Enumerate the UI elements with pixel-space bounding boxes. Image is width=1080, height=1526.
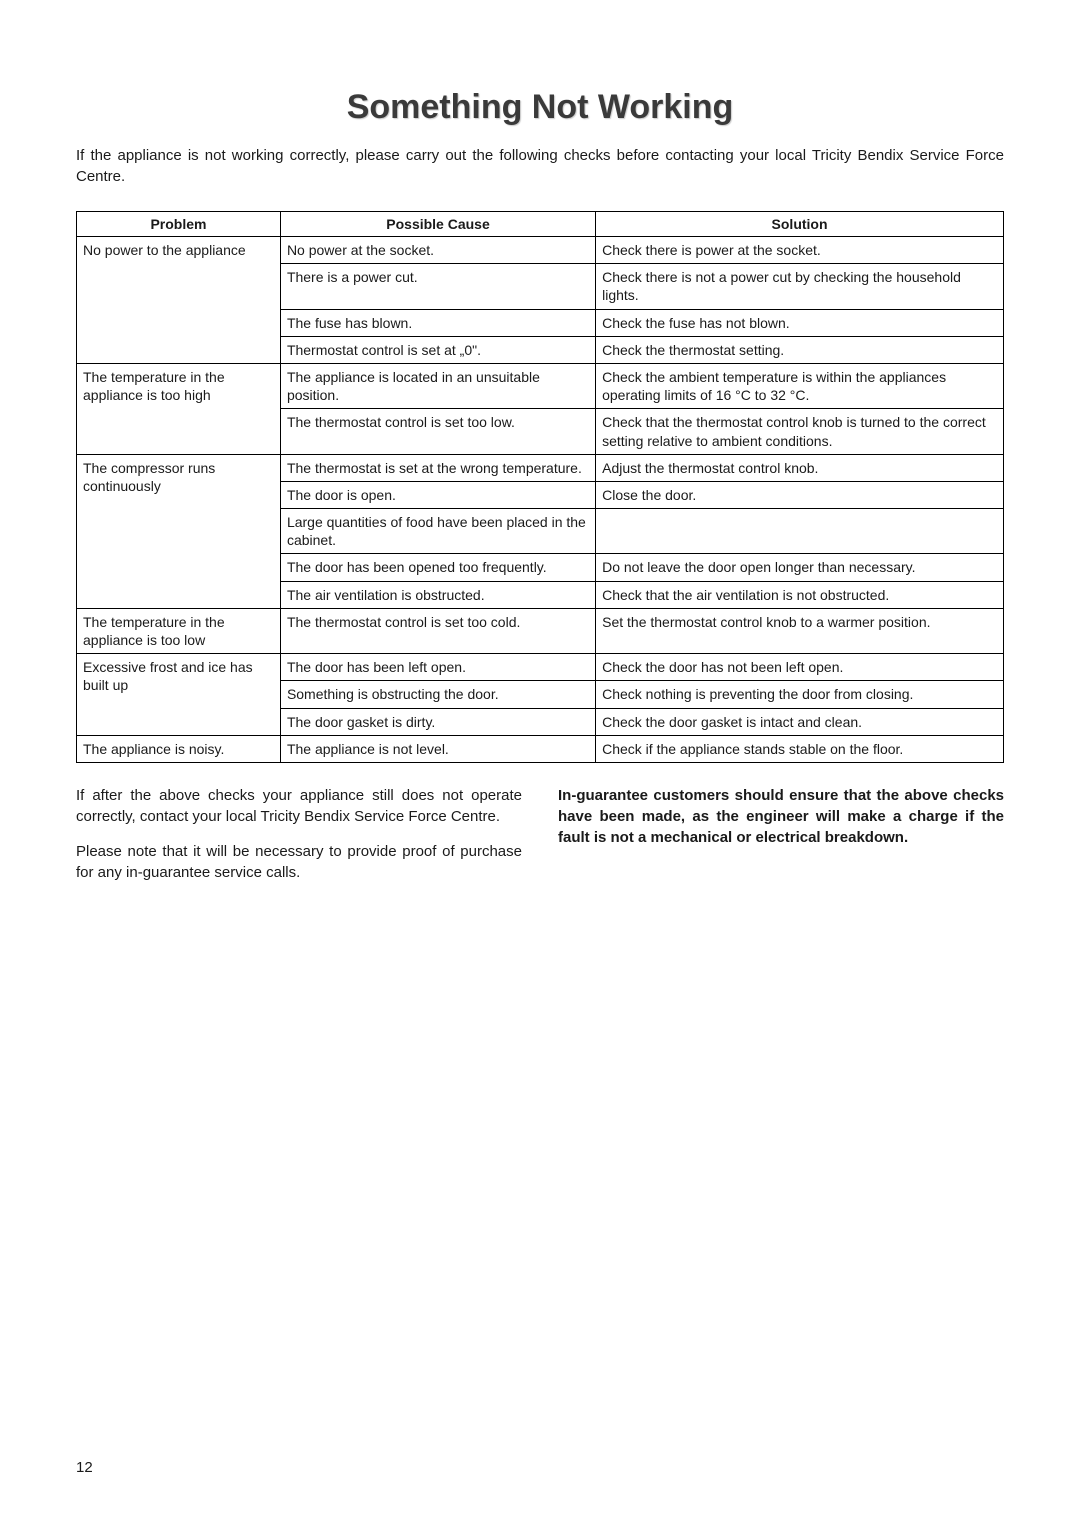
cause-cell: The thermostat control is set too cold. (280, 608, 595, 653)
solution-cell (596, 509, 1004, 554)
page-title: Something Not Working (76, 88, 1004, 127)
problem-cell: The temperature in the appliance is too … (77, 363, 281, 454)
table-row: Excessive frost and ice has built upThe … (77, 654, 1004, 681)
troubleshoot-table: Problem Possible Cause Solution No power… (76, 211, 1004, 763)
solution-cell: Check nothing is preventing the door fro… (596, 681, 1004, 708)
footer-right-p1: In-guarantee customers should ensure tha… (558, 785, 1004, 848)
cause-cell: The appliance is not level. (280, 735, 595, 762)
header-problem: Problem (77, 212, 281, 237)
table-row: The temperature in the appliance is too … (77, 363, 1004, 408)
cause-cell: The door has been left open. (280, 654, 595, 681)
table-header-row: Problem Possible Cause Solution (77, 212, 1004, 237)
solution-cell: Close the door. (596, 481, 1004, 508)
cause-cell: The thermostat control is set too low. (280, 409, 595, 454)
problem-cell: No power to the appliance (77, 237, 281, 364)
footer-left-p2: Please note that it will be necessary to… (76, 841, 522, 883)
footer-left-p1: If after the above checks your appliance… (76, 785, 522, 827)
cause-cell: There is a power cut. (280, 264, 595, 309)
cause-cell: The thermostat is set at the wrong tempe… (280, 454, 595, 481)
problem-cell: The compressor runs continuously (77, 454, 281, 608)
solution-cell: Check the ambient temperature is within … (596, 363, 1004, 408)
solution-cell: Check that the air ventilation is not ob… (596, 581, 1004, 608)
table-row: The compressor runs continuouslyThe ther… (77, 454, 1004, 481)
cause-cell: The door gasket is dirty. (280, 708, 595, 735)
intro-text: If the appliance is not working correctl… (76, 145, 1004, 187)
cause-cell: Something is obstructing the door. (280, 681, 595, 708)
cause-cell: The door has been opened too frequently. (280, 554, 595, 581)
cause-cell: No power at the socket. (280, 237, 595, 264)
footer-left-column: If after the above checks your appliance… (76, 785, 522, 897)
header-cause: Possible Cause (280, 212, 595, 237)
cause-cell: Large quantities of food have been place… (280, 509, 595, 554)
problem-cell: The temperature in the appliance is too … (77, 608, 281, 653)
solution-cell: Check the thermostat setting. (596, 336, 1004, 363)
footer-columns: If after the above checks your appliance… (76, 785, 1004, 897)
cause-cell: The air ventilation is obstructed. (280, 581, 595, 608)
solution-cell: Check that the thermostat control knob i… (596, 409, 1004, 454)
solution-cell: Adjust the thermostat control knob. (596, 454, 1004, 481)
solution-cell: Do not leave the door open longer than n… (596, 554, 1004, 581)
solution-cell: Set the thermostat control knob to a war… (596, 608, 1004, 653)
solution-cell: Check there is not a power cut by checki… (596, 264, 1004, 309)
cause-cell: The fuse has blown. (280, 309, 595, 336)
table-row: No power to the applianceNo power at the… (77, 237, 1004, 264)
solution-cell: Check if the appliance stands stable on … (596, 735, 1004, 762)
cause-cell: The appliance is located in an unsuitabl… (280, 363, 595, 408)
cause-cell: Thermostat control is set at „0". (280, 336, 595, 363)
problem-cell: The appliance is noisy. (77, 735, 281, 762)
solution-cell: Check the fuse has not blown. (596, 309, 1004, 336)
footer-right-column: In-guarantee customers should ensure tha… (558, 785, 1004, 897)
cause-cell: The door is open. (280, 481, 595, 508)
table-row: The appliance is noisy.The appliance is … (77, 735, 1004, 762)
solution-cell: Check there is power at the socket. (596, 237, 1004, 264)
solution-cell: Check the door has not been left open. (596, 654, 1004, 681)
problem-cell: Excessive frost and ice has built up (77, 654, 281, 736)
solution-cell: Check the door gasket is intact and clea… (596, 708, 1004, 735)
table-row: The temperature in the appliance is too … (77, 608, 1004, 653)
header-solution: Solution (596, 212, 1004, 237)
page-number: 12 (76, 1459, 93, 1476)
